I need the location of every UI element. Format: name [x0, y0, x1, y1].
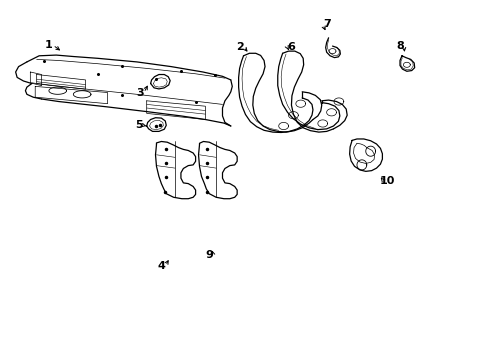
- Text: 3: 3: [136, 88, 143, 98]
- Text: 7: 7: [322, 19, 330, 30]
- Text: 8: 8: [395, 41, 403, 51]
- Text: 5: 5: [135, 120, 143, 130]
- Text: 9: 9: [205, 250, 213, 260]
- Text: 6: 6: [286, 42, 294, 52]
- Text: 2: 2: [235, 42, 243, 52]
- Text: 10: 10: [379, 176, 394, 186]
- Text: 4: 4: [157, 261, 165, 271]
- Text: 1: 1: [45, 40, 53, 50]
